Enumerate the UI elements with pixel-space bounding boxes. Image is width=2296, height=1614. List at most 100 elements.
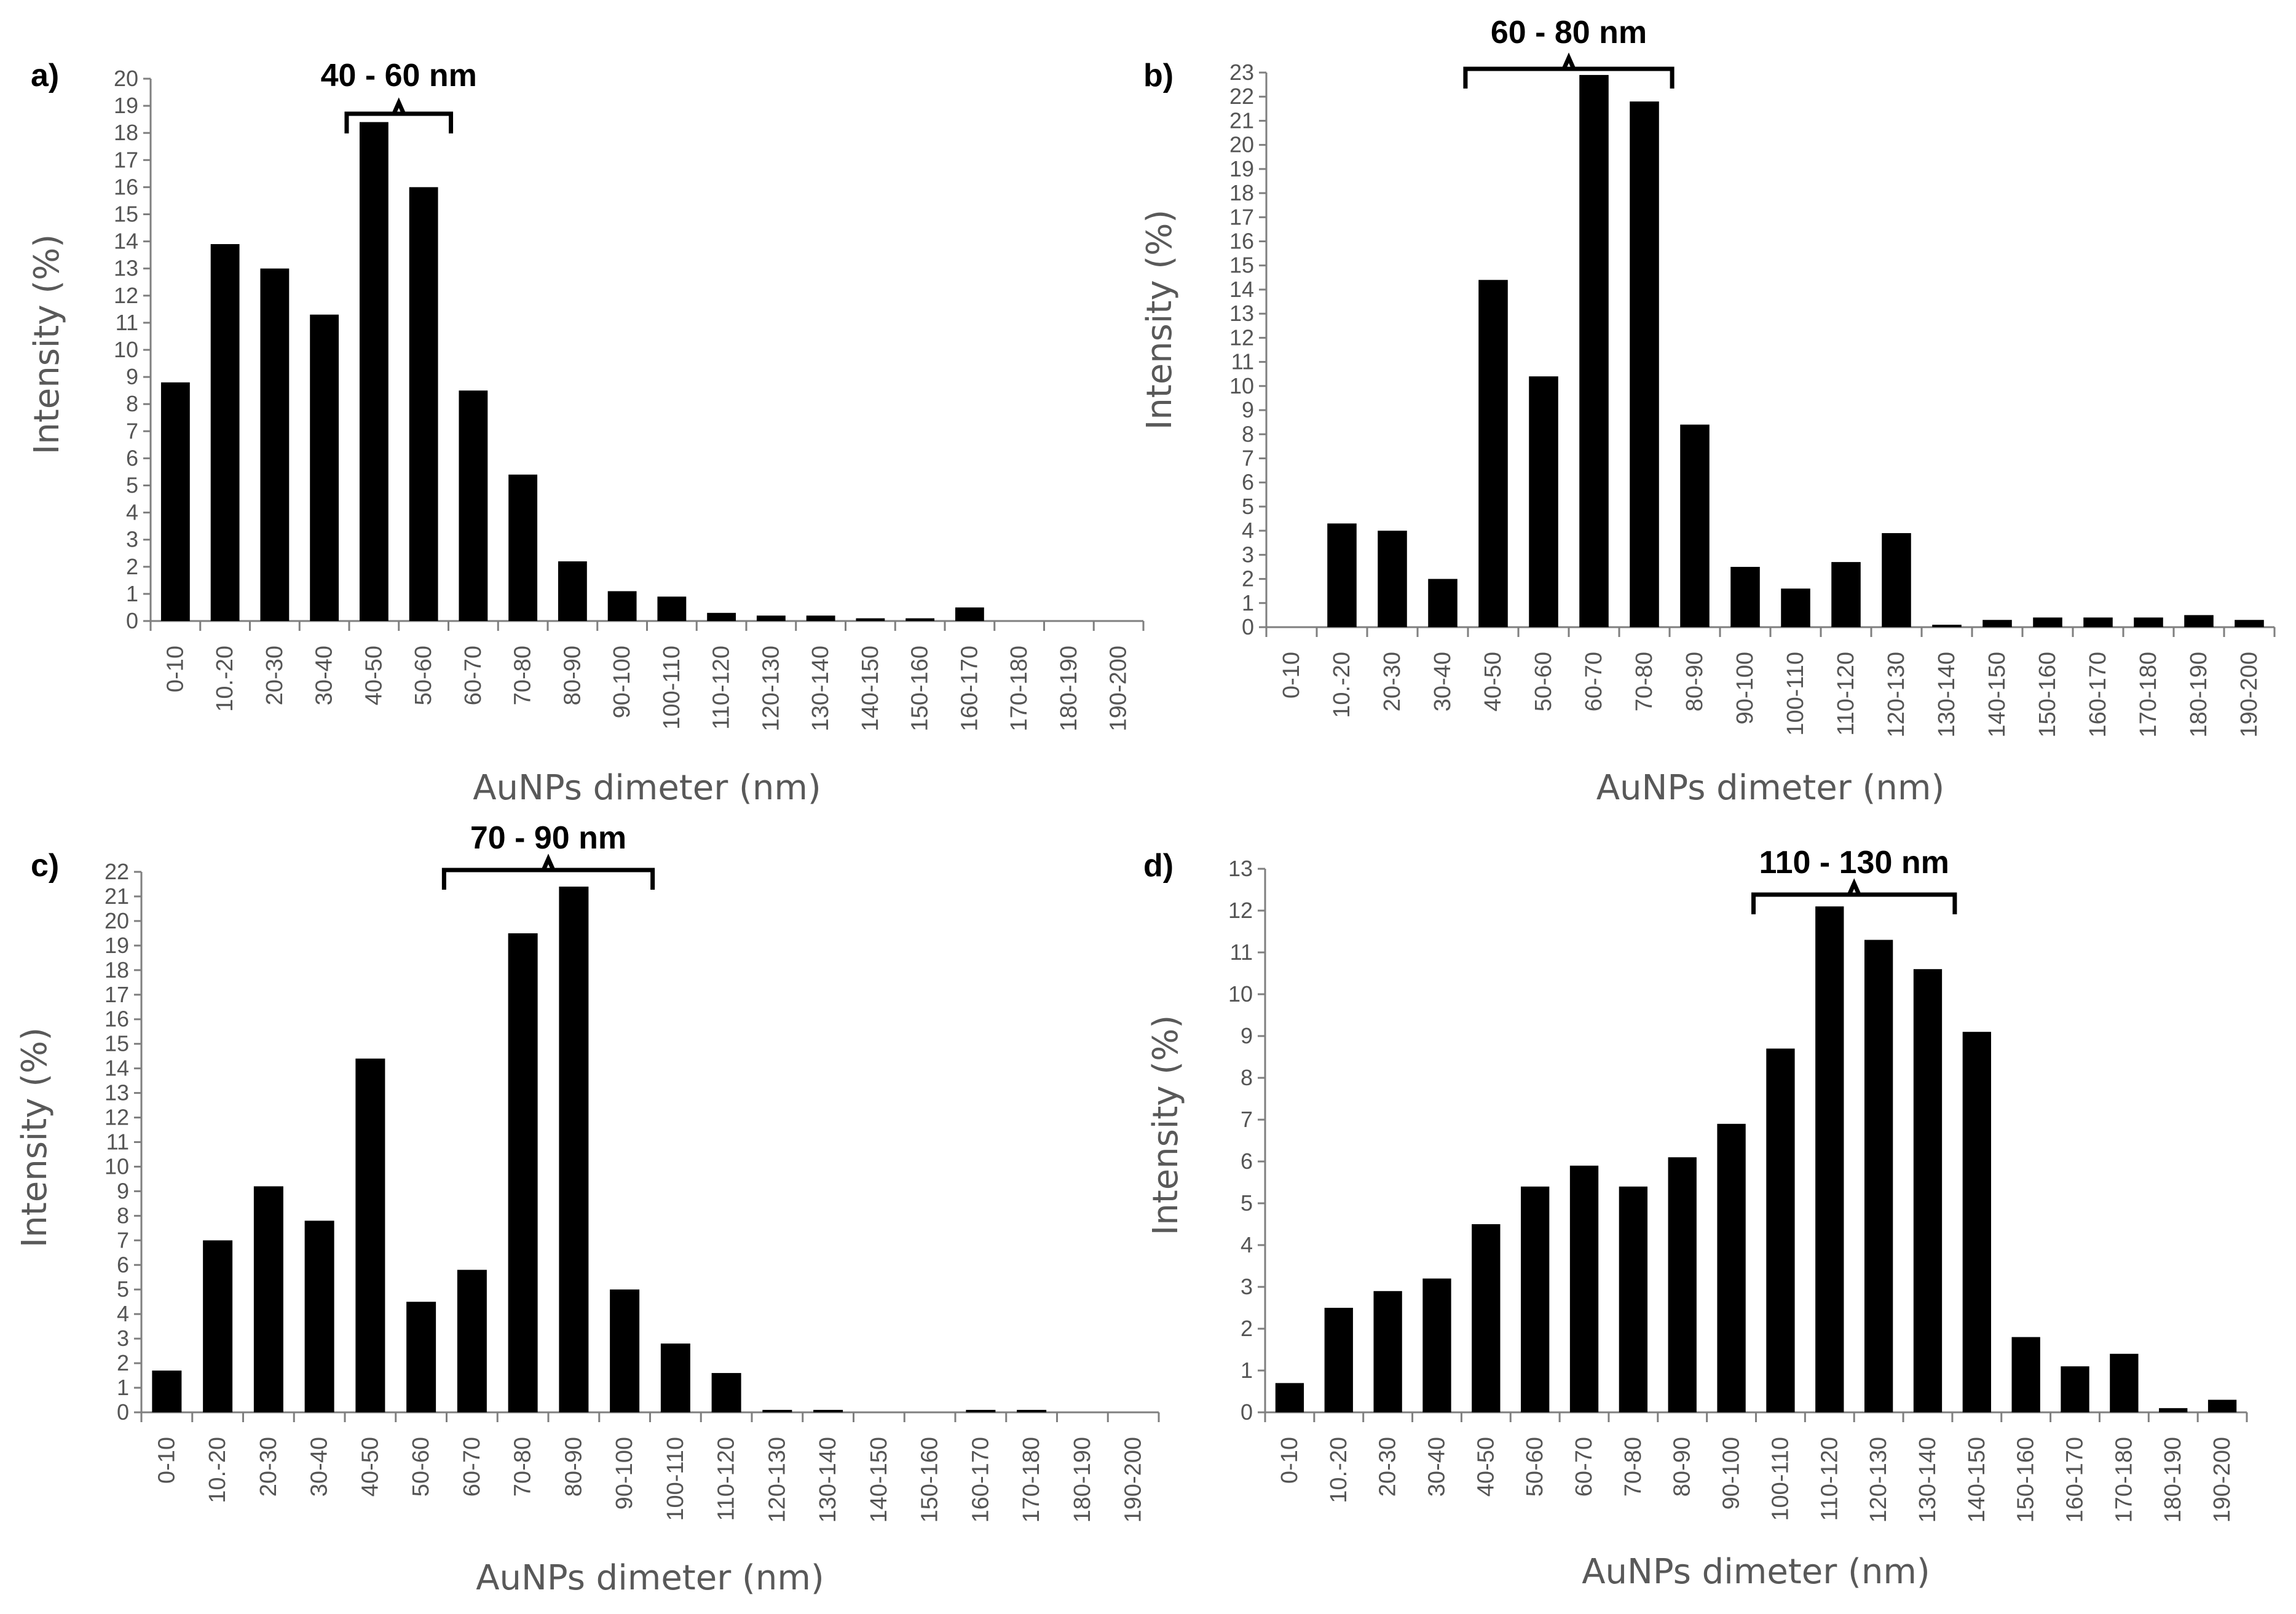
bar [1815, 906, 1844, 1412]
y-tick-label: 6 [1241, 1149, 1253, 1174]
x-tick-label: 120-130 [758, 646, 784, 731]
y-tick-label: 22 [105, 859, 129, 884]
bar [2110, 1353, 2139, 1412]
y-tick-label: 3 [117, 1326, 129, 1351]
range-bracket [344, 97, 454, 133]
y-tick-label: 4 [126, 500, 138, 525]
y-tick-label: 2 [1241, 1316, 1253, 1341]
y-axis-title: Intensity (%) [15, 1027, 55, 1248]
x-tick-label: 110-120 [1833, 652, 1859, 736]
bar [559, 886, 589, 1412]
y-tick-label: 16 [1229, 229, 1254, 254]
bar [457, 1270, 487, 1412]
y-tick-label: 11 [1230, 940, 1253, 965]
y-axis-title: Intensity (%) [27, 234, 67, 454]
y-tick-label: 13 [114, 256, 138, 281]
x-tick-label: 80-90 [561, 1437, 586, 1497]
y-tick-label: 13 [1228, 856, 1253, 881]
range-annotation: 70 - 90 nm [470, 820, 626, 856]
x-tick-label: 100-110 [1767, 1437, 1793, 1521]
x-axis-title: AuNPs dimeter (nm) [1596, 768, 1945, 808]
x-tick-label: 140-150 [1984, 652, 2010, 737]
y-tick-label: 20 [105, 908, 129, 933]
y-tick-label: 18 [1229, 180, 1254, 205]
bar [2134, 617, 2163, 627]
y-tick-label: 10 [114, 337, 138, 362]
y-tick-label: 5 [1242, 494, 1254, 519]
y-tick-label: 10 [1229, 373, 1254, 398]
x-tick-label: 120-130 [1884, 652, 1909, 737]
y-tick-label: 4 [117, 1301, 129, 1326]
x-tick-label: 80-90 [1670, 1437, 1695, 1497]
y-tick-label: 15 [105, 1031, 129, 1056]
x-tick-label: 40-50 [361, 646, 387, 705]
y-tick-label: 20 [114, 66, 138, 91]
bar [1781, 588, 1810, 627]
y-tick-label: 12 [1228, 898, 1253, 923]
x-tick-label: 90-100 [1732, 652, 1758, 724]
bar [2011, 1337, 2040, 1412]
y-tick-label: 8 [126, 391, 138, 416]
x-tick-label: 110-120 [714, 1437, 740, 1521]
bar [2207, 1399, 2237, 1412]
x-tick-label: 140-150 [858, 646, 883, 731]
x-tick-label: 170-180 [2136, 652, 2161, 737]
bar [1864, 940, 1893, 1412]
x-tick-label: 10.-20 [1326, 1437, 1352, 1503]
x-tick-label: 170-180 [1006, 646, 1032, 731]
y-tick-label: 16 [114, 174, 138, 199]
bar [508, 933, 538, 1412]
x-axis-title: AuNPs dimeter (nm) [476, 1558, 824, 1598]
y-tick-label: 12 [105, 1105, 129, 1130]
bar [459, 390, 488, 621]
x-tick-label: 130-140 [808, 646, 834, 731]
x-tick-label: 100-110 [663, 1437, 688, 1521]
x-tick-label: 190-200 [2209, 1437, 2235, 1522]
x-tick-label: 150-160 [907, 646, 933, 731]
y-tick-label: 12 [1229, 325, 1254, 350]
y-tick-label: 21 [1229, 108, 1254, 133]
x-tick-label: 150-160 [2035, 652, 2061, 737]
bar [1478, 280, 1508, 628]
bar [406, 1302, 436, 1412]
x-axis-title: AuNPs dimeter (nm) [1582, 1552, 1930, 1592]
y-tick-label: 12 [114, 283, 138, 308]
y-axis-title: Intensity (%) [1140, 210, 1180, 430]
bar [1529, 376, 1558, 627]
x-tick-label: 10.-20 [1329, 652, 1355, 718]
x-tick-label: 100-110 [1783, 652, 1809, 736]
y-tick-label: 5 [126, 473, 138, 498]
x-tick-label: 0-10 [154, 1437, 179, 1484]
bar [1619, 1186, 1648, 1412]
bar [152, 1371, 182, 1412]
y-tick-label: 2 [117, 1350, 129, 1375]
panel-label: d) [1143, 848, 1174, 884]
bar [905, 618, 935, 621]
y-tick-label: 10 [105, 1153, 129, 1179]
y-tick-label: 9 [117, 1178, 129, 1203]
y-tick-label: 2 [1242, 566, 1254, 591]
range-bracket [1463, 52, 1675, 89]
bar [355, 1058, 385, 1412]
bar [2083, 617, 2113, 627]
bar [260, 268, 290, 621]
panel-label: b) [1143, 58, 1174, 93]
bar [1717, 1123, 1746, 1412]
bar [1630, 101, 1659, 628]
x-tick-label: 60-70 [1581, 652, 1607, 711]
y-tick-label: 17 [1229, 204, 1254, 229]
y-tick-label: 17 [114, 147, 138, 172]
x-tick-label: 90-100 [609, 646, 635, 718]
bar [806, 615, 835, 621]
x-tick-label: 0-10 [162, 646, 188, 692]
chart-panel-b: b)01234567891011121314151617181920212223… [1140, 15, 2276, 808]
bar [508, 474, 538, 621]
y-tick-label: 20 [1229, 132, 1254, 157]
x-tick-label: 90-100 [612, 1437, 637, 1509]
x-tick-label: 110-120 [1817, 1437, 1842, 1521]
y-tick-label: 15 [114, 202, 138, 227]
x-tick-label: 20-30 [262, 646, 288, 705]
y-tick-label: 14 [1229, 277, 1254, 302]
x-tick-label: 170-180 [2111, 1437, 2137, 1522]
